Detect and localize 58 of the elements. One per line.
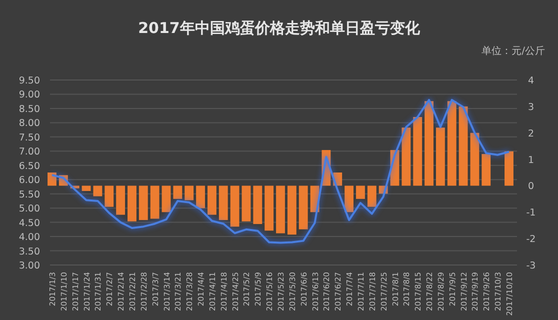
y2-tick-label: 3 bbox=[528, 102, 534, 113]
bar bbox=[504, 151, 514, 186]
bar bbox=[82, 186, 91, 191]
y-tick-label: 9.00 bbox=[18, 90, 40, 101]
bar bbox=[436, 128, 445, 186]
bar bbox=[424, 101, 434, 186]
bar bbox=[242, 186, 251, 222]
chart-title: 2017年中国鸡蛋价格走势和单日盈亏变化 bbox=[138, 19, 421, 37]
line-series bbox=[51, 98, 510, 244]
bar bbox=[184, 186, 194, 200]
bar bbox=[458, 106, 468, 186]
bar bbox=[413, 117, 422, 186]
bar bbox=[218, 186, 228, 220]
y2-tick-label: -3 bbox=[526, 260, 536, 272]
bar bbox=[356, 186, 365, 199]
y-tick-label: 3.00 bbox=[18, 260, 40, 272]
y2-tick-label: 0 bbox=[528, 181, 534, 192]
y-tick-label: 5.50 bbox=[18, 189, 40, 200]
y2-tick-label: -2 bbox=[526, 234, 536, 246]
bar bbox=[150, 186, 160, 219]
y-tick-label: 3.50 bbox=[18, 246, 40, 258]
bar bbox=[276, 186, 285, 234]
bar bbox=[253, 186, 262, 224]
y-tick-label: 7.00 bbox=[18, 146, 40, 158]
bar bbox=[447, 101, 456, 186]
bar bbox=[116, 186, 126, 215]
y-tick-label: 7.50 bbox=[18, 132, 40, 144]
y-tick-label: 8.50 bbox=[18, 104, 40, 115]
bar bbox=[402, 128, 411, 186]
bar bbox=[173, 186, 182, 199]
bar bbox=[207, 186, 216, 215]
bar bbox=[104, 186, 114, 207]
bar bbox=[196, 186, 205, 208]
bar bbox=[128, 186, 136, 222]
bar bbox=[162, 186, 171, 212]
text: 单位：元/公斤 bbox=[482, 45, 545, 57]
y2-tick-label: 4 bbox=[528, 76, 534, 86]
y-tick-label: 9.50 bbox=[18, 76, 40, 86]
y-tick-label: 4.50 bbox=[18, 218, 40, 229]
bar bbox=[230, 186, 240, 227]
bar bbox=[287, 186, 296, 235]
bar bbox=[367, 186, 376, 207]
y-tick-label: 4.00 bbox=[18, 232, 40, 244]
y2-tick-label: 2 bbox=[528, 128, 534, 140]
y-tick-label: 6.00 bbox=[18, 175, 40, 186]
bar bbox=[344, 186, 354, 212]
bar bbox=[93, 186, 102, 196]
bar bbox=[470, 132, 480, 186]
bar bbox=[48, 172, 56, 186]
y2-tick-label: -1 bbox=[526, 208, 536, 219]
y-tick-label: 8.00 bbox=[18, 118, 40, 130]
bar bbox=[482, 154, 491, 186]
bar bbox=[264, 186, 274, 231]
y-tick-label: 6.50 bbox=[18, 160, 40, 172]
bar bbox=[298, 186, 308, 230]
y-tick-label: 5.00 bbox=[18, 204, 40, 215]
y2-tick-label: 1 bbox=[528, 154, 534, 166]
bar bbox=[138, 186, 148, 220]
